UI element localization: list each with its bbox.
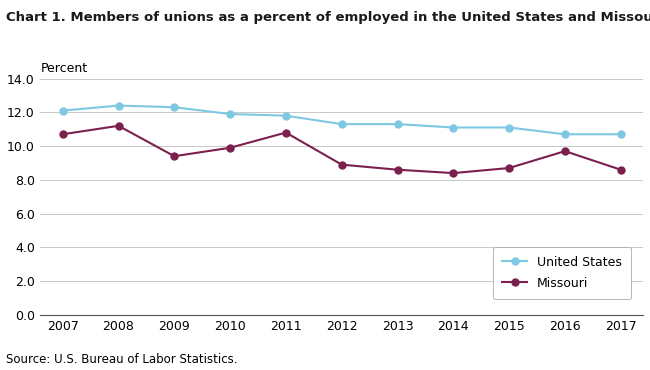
United States xyxy=(338,122,346,126)
Missouri xyxy=(170,154,178,158)
Missouri xyxy=(338,162,346,167)
United States xyxy=(449,125,457,130)
United States xyxy=(394,122,402,126)
Missouri xyxy=(505,166,513,170)
United States xyxy=(114,103,122,108)
Legend: United States, Missouri: United States, Missouri xyxy=(493,247,630,299)
Text: Percent: Percent xyxy=(40,62,88,75)
Missouri xyxy=(282,130,290,135)
United States xyxy=(505,125,513,130)
Missouri xyxy=(58,132,66,137)
Missouri xyxy=(449,171,457,175)
United States xyxy=(561,132,569,137)
Missouri xyxy=(617,168,625,172)
Line: United States: United States xyxy=(59,102,624,138)
Text: Source: U.S. Bureau of Labor Statistics.: Source: U.S. Bureau of Labor Statistics. xyxy=(6,353,238,366)
United States xyxy=(282,114,290,118)
Line: Missouri: Missouri xyxy=(59,122,624,176)
United States xyxy=(226,112,234,116)
Missouri xyxy=(226,145,234,150)
Missouri xyxy=(394,168,402,172)
United States xyxy=(170,105,178,110)
Text: Chart 1. Members of unions as a percent of employed in the United States and Mis: Chart 1. Members of unions as a percent … xyxy=(6,11,650,24)
United States xyxy=(58,108,66,113)
Missouri xyxy=(561,149,569,153)
United States xyxy=(617,132,625,137)
Missouri xyxy=(114,124,122,128)
